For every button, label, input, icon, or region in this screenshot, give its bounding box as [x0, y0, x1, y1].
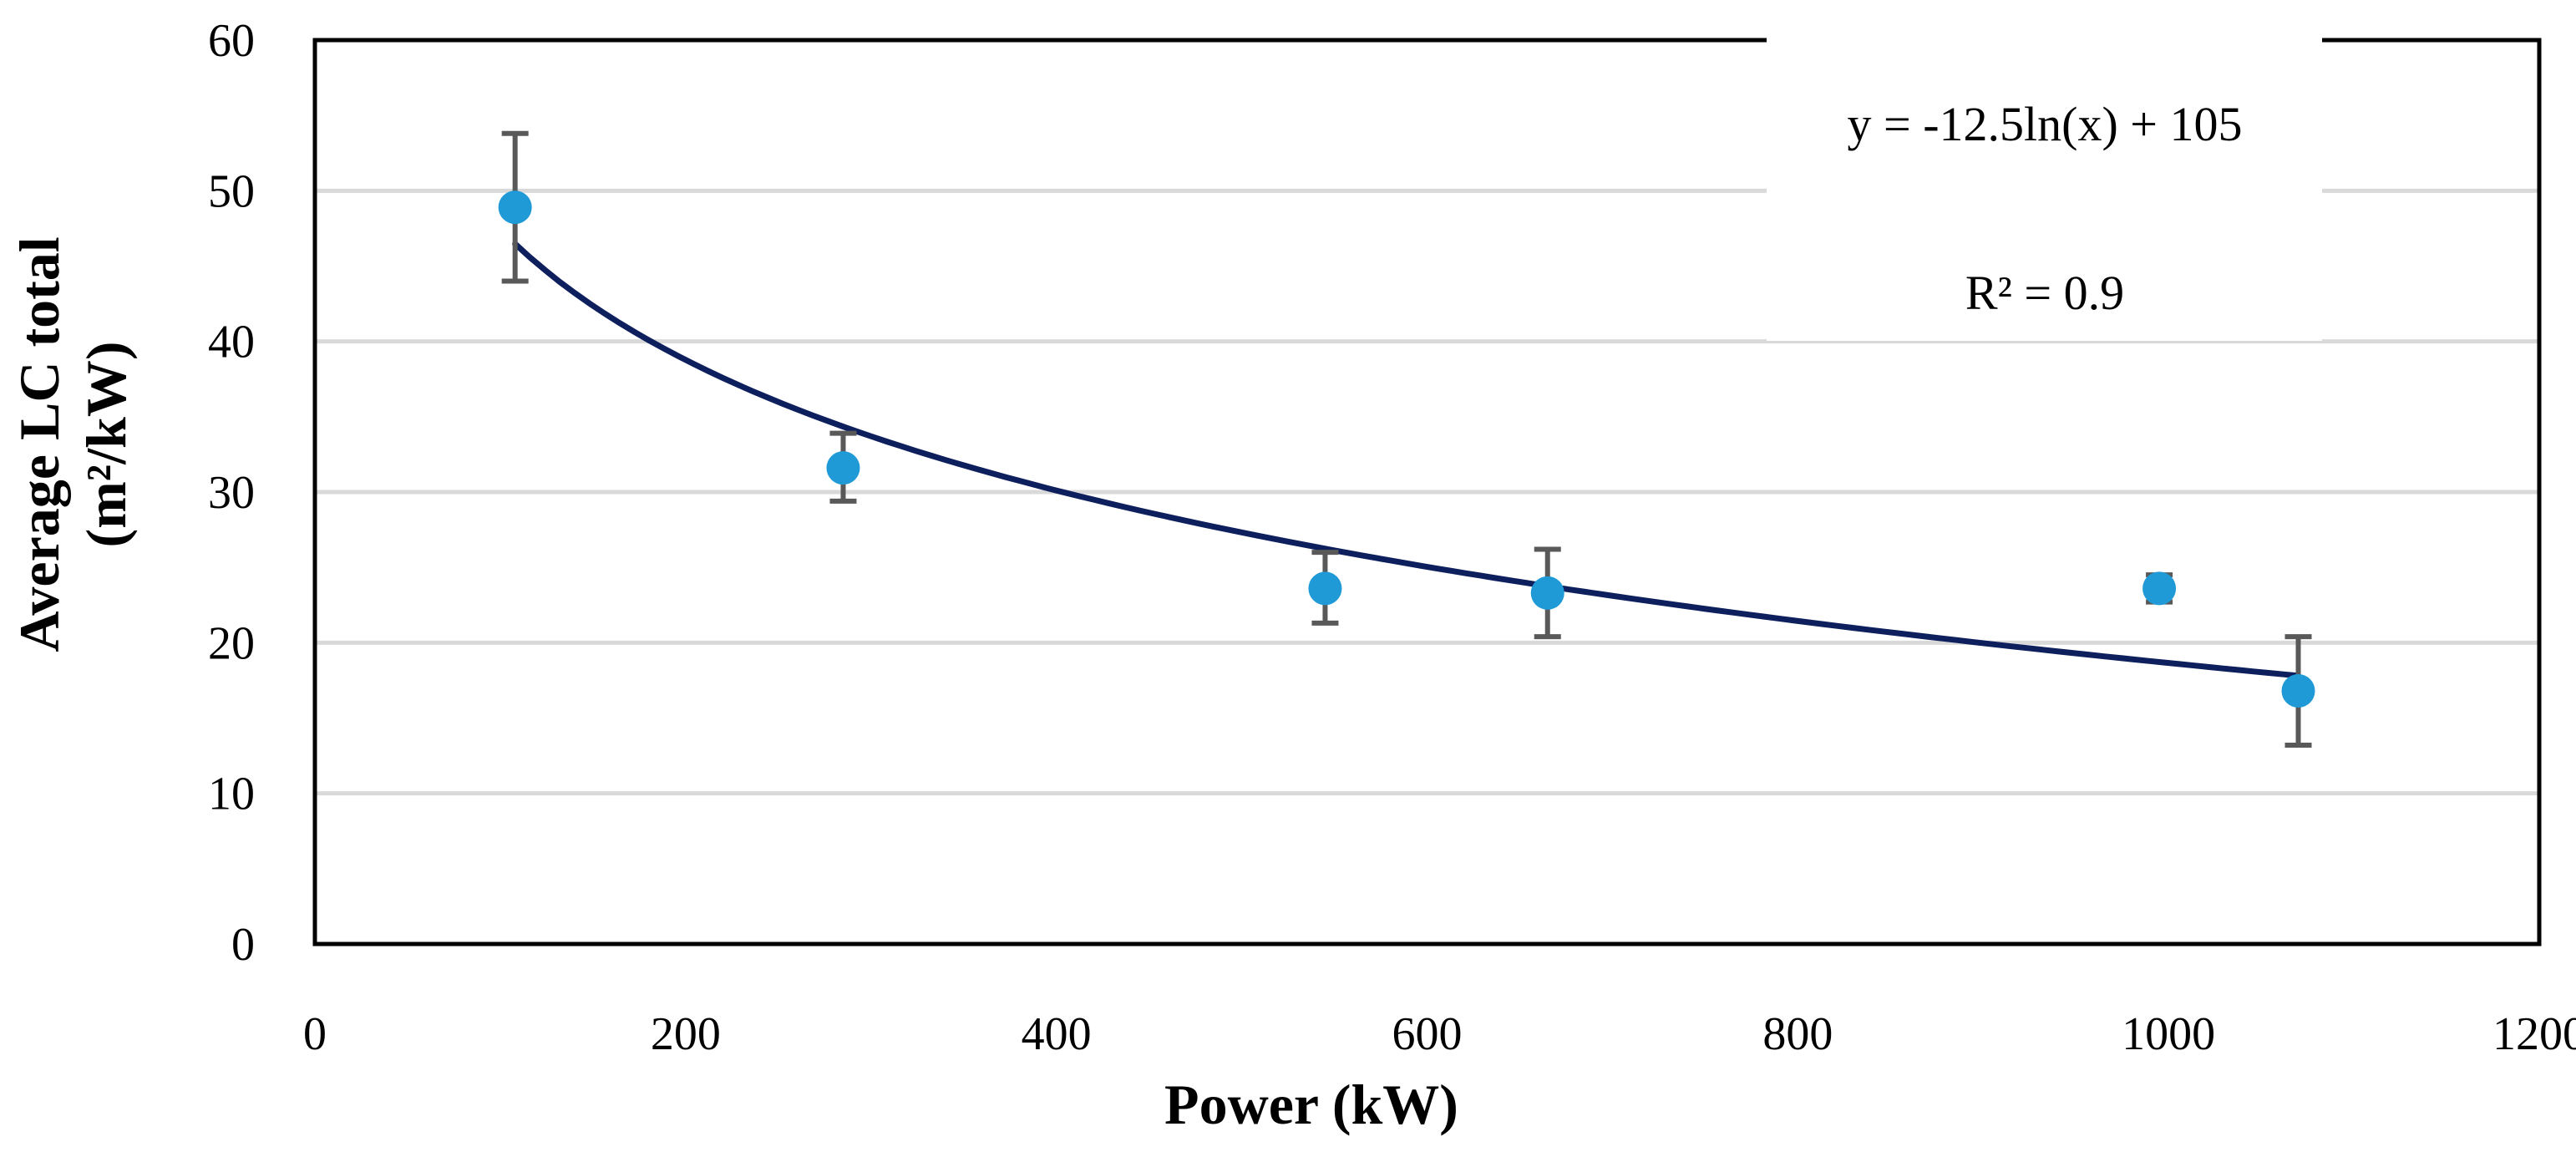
data-point-3 — [1530, 576, 1564, 610]
y-tick-labels: 0 10 20 30 40 50 60 — [208, 15, 255, 971]
data-point-5 — [2281, 674, 2315, 708]
x-tick-label-4: 800 — [1762, 1008, 1833, 1060]
x-tick-labels: 0 200 400 600 800 1000 1200 — [303, 1008, 2576, 1060]
y-tick-label-4: 40 — [208, 317, 255, 368]
r-squared-label: R² = 0.9 — [1965, 266, 2124, 320]
x-tick-label-1: 200 — [651, 1008, 721, 1060]
y-tick-label-2: 20 — [208, 617, 255, 669]
y-tick-label-5: 50 — [208, 165, 255, 217]
y-tick-label-0: 0 — [231, 919, 255, 971]
data-point-0 — [498, 190, 532, 225]
x-tick-label-2: 400 — [1022, 1008, 1092, 1060]
y-axis-title: Average LC total (m²/kW) — [8, 236, 138, 652]
data-point-2 — [1308, 571, 1342, 606]
x-tick-label-5: 1000 — [2122, 1008, 2215, 1060]
x-tick-label-6: 1200 — [2492, 1008, 2576, 1060]
y-tick-label-1: 10 — [208, 769, 255, 820]
trendline — [512, 241, 2301, 679]
trendline-group — [512, 241, 2301, 679]
data-points-group — [498, 190, 2315, 708]
plot-frame — [312, 38, 2542, 946]
y-tick-label-3: 30 — [208, 467, 255, 519]
y-axis-title-line2: (m²/kW) — [74, 341, 138, 547]
x-tick-label-3: 600 — [1392, 1008, 1463, 1060]
gridlines — [315, 188, 2539, 796]
trendline-equation: y = -12.5ln(x) + 105 — [1848, 97, 2243, 151]
data-point-4 — [2142, 571, 2177, 606]
data-point-1 — [826, 451, 860, 485]
annotation-box — [1767, 25, 2322, 341]
y-tick-label-6: 60 — [208, 15, 255, 67]
x-axis-title: Power (kW) — [1164, 1073, 1458, 1136]
y-axis-title-line1: Average LC total — [8, 236, 71, 652]
x-tick-label-0: 0 — [303, 1008, 327, 1060]
